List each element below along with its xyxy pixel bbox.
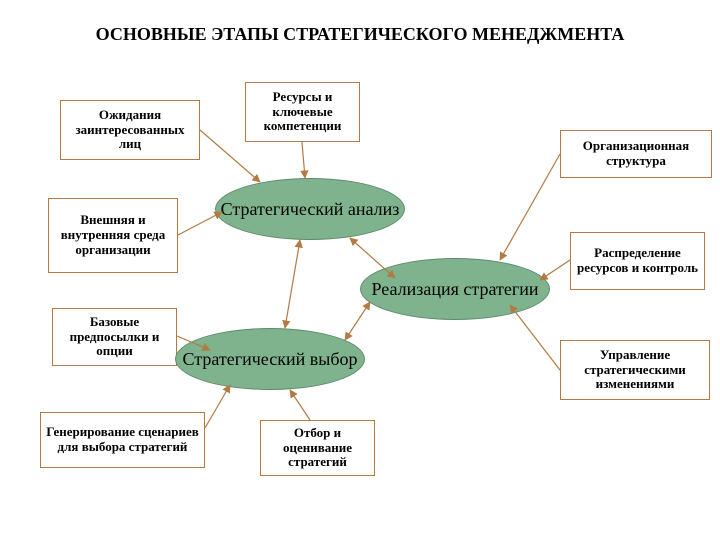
connector-line bbox=[510, 305, 560, 370]
box-expectations: Ожидания заинтересованных лиц bbox=[60, 100, 200, 160]
connector-line bbox=[302, 142, 305, 178]
ellipse-implementation: Реализация стратегии bbox=[360, 258, 550, 320]
page-title: ОСНОВНЫЕ ЭТАПЫ СТРАТЕГИЧЕСКОГО МЕНЕДЖМЕН… bbox=[0, 24, 720, 45]
connector-line bbox=[345, 302, 370, 340]
connector-line bbox=[540, 260, 570, 280]
connector-line bbox=[178, 212, 222, 235]
box-resource-allocation: Распределение ресурсов и контроль bbox=[570, 232, 705, 290]
box-selection: Отбор и оценивание стратегий bbox=[260, 420, 375, 476]
box-change-mgmt: Управление стратегическими изменениями bbox=[560, 340, 710, 400]
connector-line bbox=[205, 385, 230, 428]
box-assumptions: Базовые предпосылки и опции bbox=[52, 308, 177, 366]
box-org-structure: Организационная структура bbox=[560, 130, 712, 178]
connector-line bbox=[290, 390, 310, 420]
connector-line bbox=[500, 154, 560, 260]
box-resources: Ресурсы и ключевые компетенции bbox=[245, 82, 360, 142]
ellipse-analysis: Стратегический анализ bbox=[215, 178, 405, 240]
box-environment: Внешняя и внутренняя среда организации bbox=[48, 198, 178, 273]
box-scenarios: Генерирование сценариев для выбора страт… bbox=[40, 412, 205, 468]
ellipse-choice: Стратегический выбор bbox=[175, 328, 365, 390]
connector-line bbox=[285, 240, 300, 328]
